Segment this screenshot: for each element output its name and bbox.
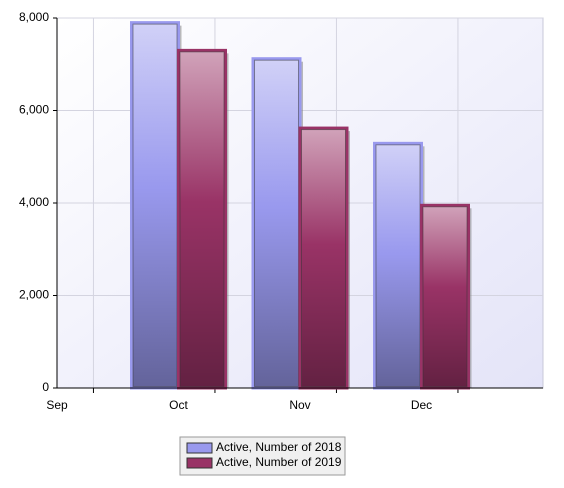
y-tick-label: 4,000 (19, 195, 49, 209)
y-tick-label: 0 (42, 380, 49, 394)
x-tick-label: Dec (411, 398, 432, 412)
y-tick-label: 6,000 (19, 103, 49, 117)
x-tick-label: Sep (46, 398, 68, 412)
legend-swatch (186, 442, 213, 454)
y-tick-label: 2,000 (19, 288, 49, 302)
legend-swatch (186, 457, 213, 469)
legend-label: Active, Number of 2019 (216, 455, 342, 469)
x-tick-label: Nov (289, 398, 310, 412)
y-tick-label: 8,000 (19, 10, 49, 24)
x-tick-label: Oct (169, 398, 188, 412)
legend-label: Active, Number of 2018 (216, 440, 342, 454)
